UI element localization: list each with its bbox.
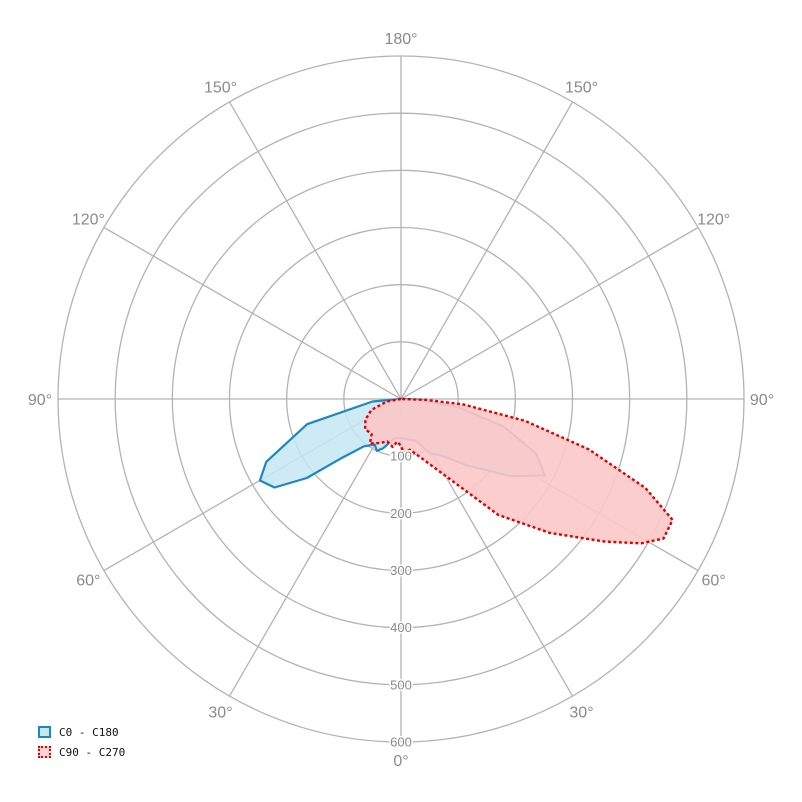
angle-label-right: 90° <box>750 392 774 409</box>
angle-label-left: 180° <box>384 31 417 48</box>
radial-tick-label: 500 <box>390 677 412 692</box>
legend-item-c90-c270[interactable]: C90 - C270 <box>38 742 125 762</box>
series-layer <box>258 397 674 545</box>
angle-label-left: 60° <box>76 573 100 590</box>
angle-label-right: 150° <box>565 79 598 96</box>
radial-tick-label: 100 <box>390 449 412 464</box>
radial-tick-label: 200 <box>390 506 412 521</box>
angle-label-right: 120° <box>697 212 730 229</box>
angle-label-left: 150° <box>204 79 237 96</box>
legend-swatch-blue <box>38 726 51 738</box>
label-layer: 100 200 300 400 500 600 0° 30° 60° 90° 120° 150° 180… <box>28 31 774 770</box>
legend-label: C0 - C180 <box>59 725 119 739</box>
radial-tick-label: 300 <box>390 563 412 578</box>
legend-swatch-red <box>38 746 51 758</box>
legend: C0 - C180 C90 - C270 <box>38 722 125 762</box>
legend-label: C90 - C270 <box>59 745 126 759</box>
radial-tick-label: 600 <box>390 735 412 750</box>
angle-label-right: 30° <box>569 705 593 722</box>
legend-item-c0-c180[interactable]: C0 - C180 <box>38 722 125 742</box>
angle-label-right: 60° <box>702 573 726 590</box>
radial-tick-label: 400 <box>390 620 412 635</box>
angle-label-left: 90° <box>28 392 52 409</box>
series-path-c90-c270 <box>363 397 674 545</box>
angle-label-left: 30° <box>208 705 232 722</box>
angle-label-left: 0° <box>393 753 408 770</box>
angle-label-left: 120° <box>72 212 105 229</box>
